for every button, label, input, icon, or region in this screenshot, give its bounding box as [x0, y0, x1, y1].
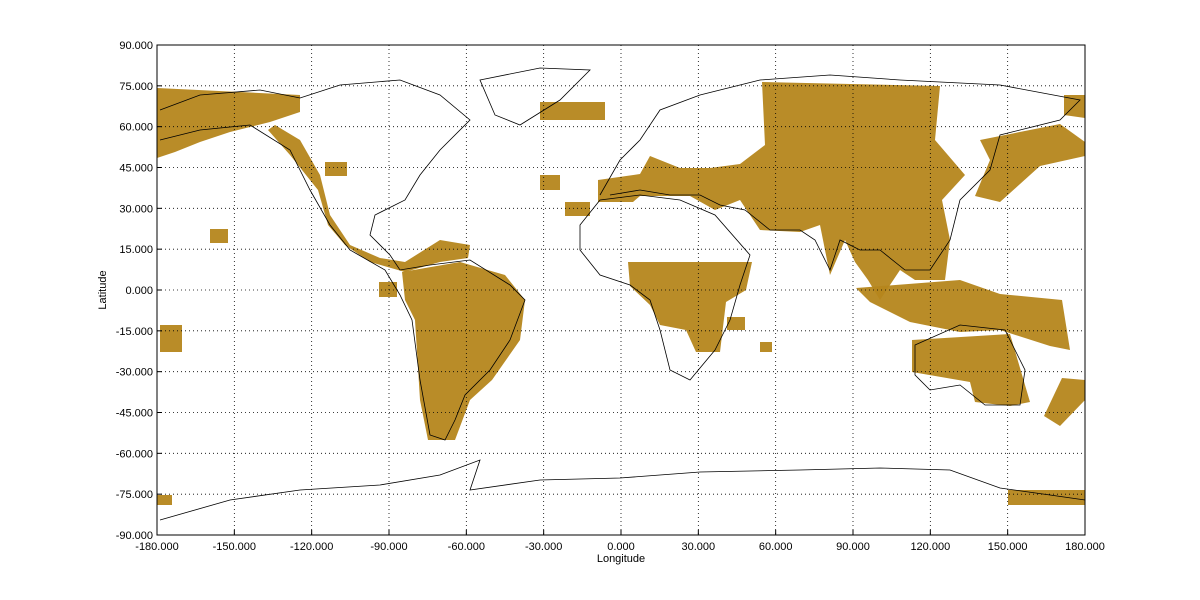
x-tick-label: 150.000: [988, 541, 1028, 553]
coastline: [579, 194, 751, 381]
x-tick-label: 120.000: [910, 541, 950, 553]
x-tick-label: 60.000: [759, 541, 793, 553]
y-tick-label: 15.000: [119, 244, 153, 256]
y-tick-label: 45.000: [119, 163, 153, 175]
coverage-area: [540, 102, 605, 120]
coverage-area: [268, 125, 470, 272]
x-tick-label: 30.000: [682, 541, 716, 553]
coverage-area: [565, 202, 590, 216]
x-axis-label: Longitude: [597, 553, 645, 565]
x-tick-label: -120.000: [290, 541, 333, 553]
coastline: [159, 459, 1086, 521]
coverage-area: [760, 342, 772, 352]
y-tick-label: -75.000: [116, 489, 153, 501]
coastline: [914, 324, 1026, 406]
coverage-area: [210, 229, 228, 243]
y-tick-label: -30.000: [116, 367, 153, 379]
y-tick-label: -45.000: [116, 408, 153, 420]
coverage-area: [912, 334, 1030, 406]
y-tick-label: 60.000: [119, 122, 153, 134]
coverage-area: [379, 282, 397, 297]
coverage-area: [157, 88, 300, 158]
x-tick-label: 90.000: [836, 541, 870, 553]
x-tick-label: -150.000: [213, 541, 256, 553]
y-tick-label: -60.000: [116, 448, 153, 460]
coastlines: [159, 67, 1086, 521]
coastline: [599, 74, 1081, 272]
coverage-area: [540, 175, 560, 190]
coverage-area: [402, 262, 525, 440]
y-tick-label: 0.000: [125, 285, 153, 297]
coverage-area: [727, 317, 745, 330]
x-tick-label: 180.000: [1065, 541, 1105, 553]
x-tick-label: -180.000: [135, 541, 178, 553]
y-tick-label: 30.000: [119, 203, 153, 215]
coverage-area: [1064, 95, 1085, 118]
coverage-area: [157, 495, 172, 505]
x-tick-label: -30.000: [525, 541, 562, 553]
y-tick-label: -90.000: [116, 530, 153, 542]
coverage-area: [1044, 378, 1085, 426]
x-tick-label: -60.000: [448, 541, 485, 553]
coverage-area: [856, 280, 1070, 350]
y-axis-label: Latitude: [97, 270, 109, 309]
x-tick-label: 0.000: [607, 541, 635, 553]
y-tick-label: 75.000: [119, 81, 153, 93]
y-tick-label: -15.000: [116, 326, 153, 338]
coverage-area: [975, 124, 1085, 202]
coverage-area: [1008, 490, 1085, 505]
coverage-area: [325, 162, 347, 176]
coverage-area: [160, 325, 182, 352]
coastline: [159, 79, 526, 441]
x-tick-label: -90.000: [370, 541, 407, 553]
coastline: [479, 67, 591, 126]
coverage-area: [628, 262, 752, 352]
coverage-area: [598, 82, 965, 300]
y-tick-label: 90.000: [119, 40, 153, 52]
coverage: [157, 82, 1085, 505]
